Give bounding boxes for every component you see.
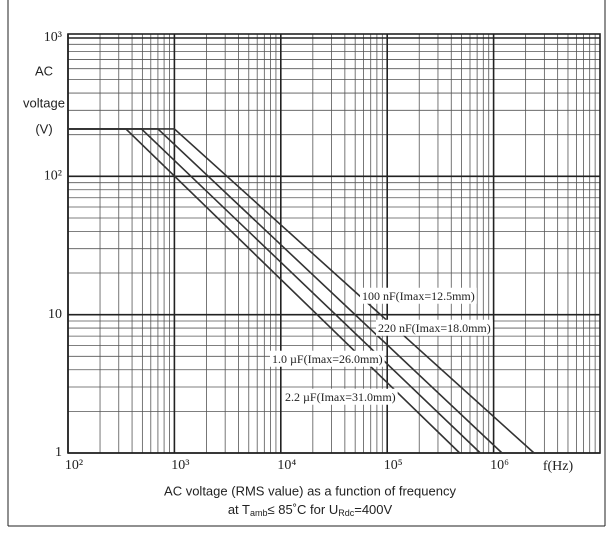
caption-sub: Rdc xyxy=(338,508,355,518)
caption-sub: amb xyxy=(250,508,268,518)
series-label-bg xyxy=(360,287,477,304)
x-tick-label: 10² xyxy=(65,458,83,473)
series-line xyxy=(68,128,461,454)
series-label-bg xyxy=(270,350,385,367)
series-label: 100 nF(Imax=12.5mm) xyxy=(362,289,475,303)
series-label: 1.0 µF(Imax=26.0mm) xyxy=(272,352,383,366)
caption: AC voltage (RMS value) as a function of … xyxy=(164,483,456,498)
x-axis-label: f(Hz) xyxy=(543,459,574,474)
y-axis-label: (V) xyxy=(35,121,52,136)
caption-part: at T xyxy=(228,502,250,517)
y-tick-label: 1 xyxy=(55,445,62,460)
caption-part: ≤ 85˚C for U xyxy=(268,502,339,517)
grid xyxy=(67,33,601,454)
y-axis-label: voltage xyxy=(23,95,65,110)
y-tick-label: 10² xyxy=(44,169,62,184)
series-label-bg xyxy=(283,388,398,405)
x-tick-label: 10⁴ xyxy=(277,458,296,473)
series-lines xyxy=(68,128,535,454)
plot-frame xyxy=(67,33,601,454)
x-tick-label: 10⁵ xyxy=(384,458,403,473)
caption-part: =400V xyxy=(354,502,392,517)
labels: 10² 10³ 10⁴ 10⁵ 10⁶ 1 10 10² 10³ 100 nF(Imax=12.5… xyxy=(44,30,509,473)
y-axis-label: AC xyxy=(35,63,53,78)
y-tick-label: 10 xyxy=(48,307,62,322)
series-label-bg xyxy=(376,319,493,336)
series-label: 220 nF(Imax=18.0mm) xyxy=(378,321,491,335)
x-tick-label: 10³ xyxy=(171,458,189,473)
y-tick-label: 10³ xyxy=(44,30,62,45)
series-label: 2.2 µF(Imax=31.0mm) xyxy=(285,390,396,404)
x-tick-label: 10⁶ xyxy=(490,458,509,473)
caption: at Tamb≤ 85˚C for URdc=400V xyxy=(228,502,393,518)
